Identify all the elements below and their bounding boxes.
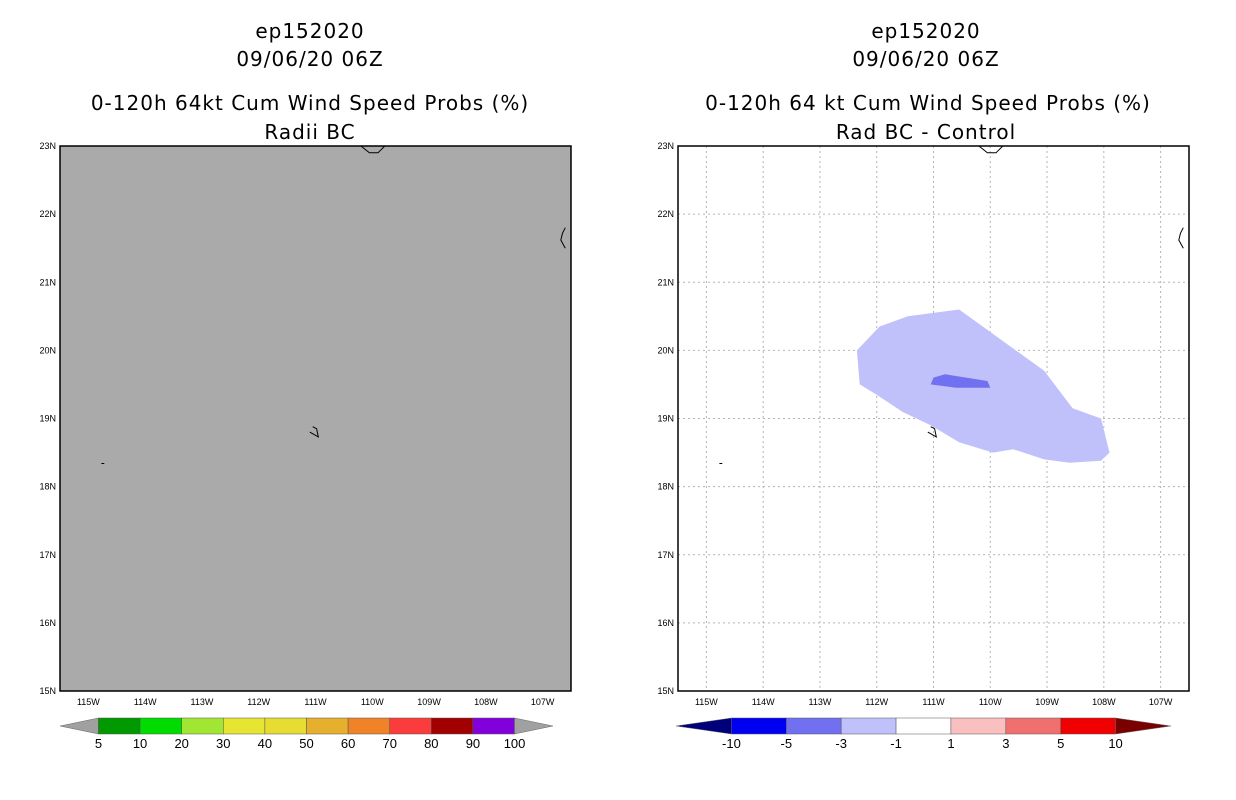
right-colorbar-box (895, 717, 952, 735)
right-y-tick-label: 16N (657, 618, 674, 628)
left-colorbar-above-arrow (514, 717, 554, 735)
left-colorbar-box (98, 717, 141, 735)
left-x-tick-label: 112W (247, 697, 270, 707)
left-colorbar-label: 5 (95, 736, 102, 751)
right-colorbar-label: -1 (890, 736, 902, 751)
right-x-tick-label: 109W (1035, 697, 1059, 707)
left-x-tick-label: 107W (531, 697, 555, 707)
left-colorbar-box (306, 717, 349, 735)
right-colorbar-label: -10 (722, 736, 741, 751)
right-colorbar-label: 10 (1108, 736, 1122, 751)
left-coastline-coast-right (560, 227, 566, 249)
left-x-tick-label: 109W (417, 697, 441, 707)
left-y-tick-label: 15N (39, 686, 56, 696)
right-colorbar-above-arrow (1115, 717, 1172, 735)
right-y-tick-label: 22N (657, 209, 674, 219)
left-y-tick-label: 23N (39, 141, 56, 151)
right-y-tick-label: 15N (657, 686, 674, 696)
left-colorbar-box (181, 717, 224, 735)
left-colorbar-label: 90 (466, 736, 480, 751)
right-colorbar-below-arrow (675, 717, 732, 735)
right-coastline-island-19n (927, 426, 938, 438)
right-x-tick-label: 113W (809, 697, 832, 707)
left-colorbar-label: 100 (504, 736, 526, 751)
left-x-tick-label: 111W (304, 697, 327, 707)
left-plot-frame (59, 145, 572, 692)
left-colorbar-label: 60 (341, 736, 355, 751)
right-colorbar-box (786, 717, 842, 735)
right-colorbar-label: -5 (781, 736, 793, 751)
left-storm-id: ep152020 (255, 19, 365, 43)
left-colorbar-label: 80 (424, 736, 438, 751)
right-y-tick-label: 20N (657, 345, 674, 355)
left-y-tick-label: 19N (39, 414, 56, 424)
right-colorbar-box (840, 717, 897, 735)
left-y-tick-label: 18N (39, 482, 56, 492)
left-x-tick-label: 110W (361, 697, 384, 707)
left-colorbar-box (431, 717, 474, 735)
left-colorbar-label: 10 (133, 736, 147, 751)
right-x-tick-label: 111W (922, 697, 945, 707)
right-contour--5to-3 (930, 374, 991, 388)
left-x-tick-label: 115W (77, 697, 100, 707)
left-y-tick-label: 21N (39, 277, 56, 287)
right-storm-id: ep152020 (871, 19, 981, 43)
right-colorbar-label: 5 (1057, 736, 1064, 751)
left-colorbar-box (347, 717, 390, 735)
right-product-title: 0-120h 64 kt Cum Wind Speed Probs (%) (705, 91, 1151, 115)
right-plot-frame (677, 145, 1190, 692)
right-colorbar-label: -3 (835, 736, 847, 751)
right-subtitle: Rad BC - Control (835, 120, 1017, 144)
left-product-title: 0-120h 64kt Cum Wind Speed Probs (%) (90, 91, 530, 115)
left-colorbar-label: 30 (216, 736, 230, 751)
left-datetime: 09/06/20 06Z (236, 47, 384, 71)
left-colorbar-box (472, 717, 515, 735)
right-x-tick-label: 110W (979, 697, 1002, 707)
left-x-tick-label: 108W (474, 697, 498, 707)
right-y-tick-label: 21N (657, 277, 674, 287)
left-y-tick-label: 17N (39, 550, 56, 560)
right-colorbar: -10 -5 -3 -1 1 3 5 10 (675, 717, 1172, 751)
left-colorbar: 5 10 20 30 40 50 60 70 80 90 100 (59, 717, 554, 751)
left-coastline-coast-top (360, 145, 386, 154)
right-y-tick-label: 18N (657, 482, 674, 492)
left-y-tick-label: 16N (39, 618, 56, 628)
left-y-tick-label: 20N (39, 345, 56, 355)
right-x-tick-label: 115W (695, 697, 718, 707)
left-colorbar-label: 20 (174, 736, 188, 751)
right-x-tick-label: 108W (1092, 697, 1116, 707)
left-y-tick-label: 22N (39, 209, 56, 219)
right-x-tick-label: 112W (865, 697, 888, 707)
right-coastline-coast-top (978, 145, 1004, 154)
left-colorbar-below-arrow (59, 717, 99, 735)
right-map-panel: 115W 114W 113W 112W 111W 110W 109W 108W 107W 15N 1… (657, 141, 1190, 707)
right-y-tick-label: 19N (657, 414, 674, 424)
right-x-tick-label: 107W (1149, 697, 1173, 707)
left-plot-area (60, 146, 571, 691)
left-colorbar-label: 50 (299, 736, 313, 751)
right-colorbar-box (1005, 717, 1061, 735)
left-x-tick-label: 114W (134, 697, 157, 707)
right-y-tick-label: 17N (657, 550, 674, 560)
left-x-tick-label: 113W (191, 697, 214, 707)
right-colorbar-box (950, 717, 1007, 735)
left-colorbar-box (389, 717, 432, 735)
left-colorbar-box (264, 717, 307, 735)
right-datetime: 09/06/20 06Z (852, 47, 1000, 71)
left-colorbar-box (139, 717, 182, 735)
left-coastline-island-19n (309, 426, 320, 438)
right-colorbar-box (1060, 717, 1116, 735)
left-subtitle: Radii BC (264, 120, 356, 144)
left-colorbar-box (223, 717, 266, 735)
right-colorbar-label: 3 (1002, 736, 1009, 751)
left-colorbar-label: 70 (382, 736, 396, 751)
right-y-tick-label: 23N (657, 141, 674, 151)
right-coastline-coast-right (1178, 227, 1184, 249)
right-colorbar-label: 1 (947, 736, 954, 751)
right-colorbar-box (731, 717, 787, 735)
left-map-panel: 115W 114W 113W 112W 111W 110W 109W 108W 107W 15N 1… (39, 141, 572, 707)
right-x-tick-label: 114W (752, 697, 775, 707)
left-colorbar-label: 40 (258, 736, 272, 751)
